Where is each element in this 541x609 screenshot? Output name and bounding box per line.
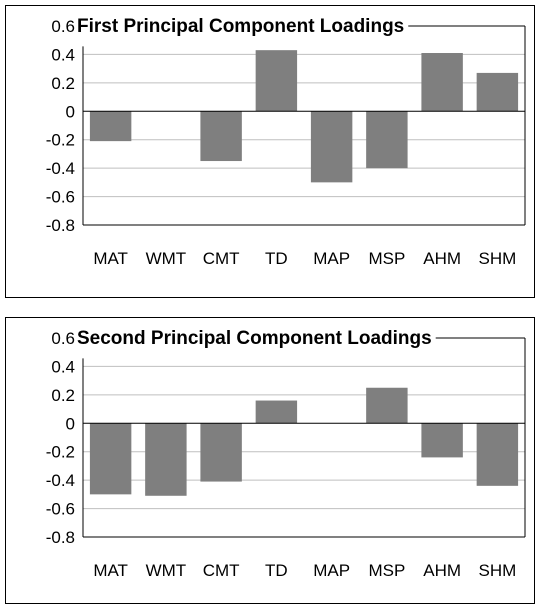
bar-mat	[89, 111, 132, 142]
chart-panel-second-component: 0.6 0.4 0.2 0 -0.2 -0.4 -0.6 -0.8 MAT WMT CMT TD MAP…	[5, 317, 535, 604]
bar-ahm	[421, 53, 463, 112]
x-category-label: WMT	[146, 249, 187, 268]
y-tick-label: -0.2	[46, 131, 75, 150]
x-category-label: TD	[265, 561, 288, 580]
x-category-label: AHM	[423, 561, 461, 580]
y-tick-label: 0.4	[51, 45, 75, 64]
bar-shm	[476, 423, 519, 486]
bar-cmt	[200, 423, 242, 482]
x-category-label: TD	[265, 249, 288, 268]
x-category-label: MAP	[313, 249, 350, 268]
bar-wmt	[145, 423, 187, 496]
bar-map	[310, 111, 353, 183]
x-category-label: SHM	[478, 561, 516, 580]
y-tick-label: 0.6	[51, 329, 75, 348]
x-category-label: CMT	[203, 561, 240, 580]
bar-ahm	[421, 423, 463, 458]
second-component-chart: 0.6 0.4 0.2 0 -0.2 -0.4 -0.6 -0.8 MAT WMT CMT TD MAP…	[46, 328, 526, 580]
x-category-label: MAT	[93, 249, 128, 268]
y-tick-label: -0.6	[46, 500, 75, 519]
x-category-label: AHM	[423, 249, 461, 268]
y-tick-label: -0.8	[46, 528, 75, 547]
bar-cmt	[200, 111, 242, 162]
bar-shm	[476, 72, 519, 112]
x-category-label: CMT	[203, 249, 240, 268]
y-tick-label: -0.4	[46, 159, 75, 178]
y-tick-label: 0	[66, 414, 75, 433]
first-component-chart: 0.6 0.4 0.2 0 -0.2 -0.4 -0.6 -0.8 MAT WMT CMT TD MAP…	[46, 16, 526, 268]
y-tick-label: -0.8	[46, 216, 75, 235]
y-tick-label: 0.4	[51, 357, 75, 376]
x-category-label: MAT	[93, 561, 128, 580]
y-tick-label: 0.2	[51, 386, 75, 405]
bar-td	[255, 50, 298, 112]
x-category-label: MSP	[368, 249, 405, 268]
x-category-label: WMT	[146, 561, 187, 580]
y-tick-label: -0.4	[46, 471, 75, 490]
chart-panel-first-component: 0.6 0.4 0.2 0 -0.2 -0.4 -0.6 -0.8 MAT WMT CMT TD MAP…	[5, 5, 535, 298]
y-tick-label: 0.6	[51, 17, 75, 36]
bar-mat	[89, 423, 132, 495]
y-tick-label: -0.6	[46, 188, 75, 207]
x-category-label: MSP	[368, 561, 405, 580]
chart-title: Second Principal Component Loadings	[77, 328, 432, 349]
bar-msp	[366, 111, 408, 169]
y-tick-label: 0	[66, 102, 75, 121]
y-tick-label: 0.2	[51, 74, 75, 93]
x-category-label: MAP	[313, 561, 350, 580]
x-category-label: SHM	[478, 249, 516, 268]
bar-msp	[366, 387, 408, 424]
bar-td	[255, 400, 298, 424]
chart-title: First Principal Component Loadings	[77, 16, 404, 37]
y-tick-label: -0.2	[46, 443, 75, 462]
